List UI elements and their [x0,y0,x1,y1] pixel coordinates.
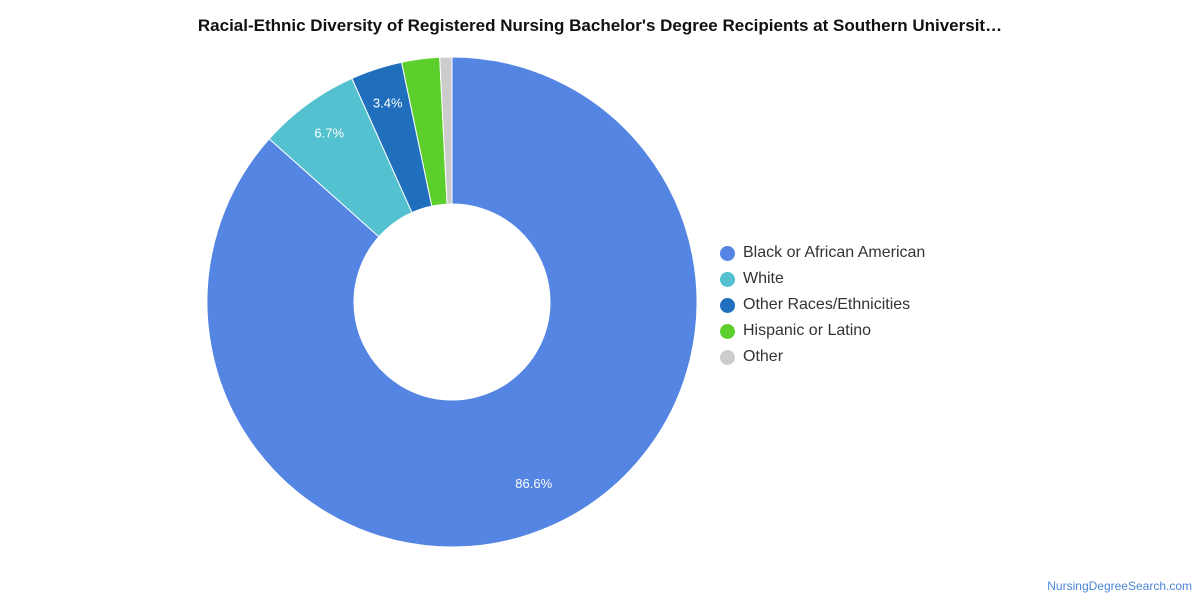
legend-label: Hispanic or Latino [743,322,872,339]
legend-label: White [743,270,784,287]
slice-label: 86.6% [515,476,552,491]
slice-label: 3.4% [373,96,403,111]
slice-black-or-african-american[interactable] [206,56,698,548]
legend-swatch [720,297,735,313]
legend-item[interactable]: White [720,266,925,292]
slice-other[interactable] [439,56,453,205]
legend-swatch [720,323,735,339]
legend-swatch [720,245,735,261]
legend-item[interactable]: Hispanic or Latino [720,318,925,344]
legend-item[interactable]: Other [720,344,925,370]
legend-label: Other Races/Ethnicities [743,296,911,313]
legend-swatch [720,271,735,287]
legend-swatch [720,349,735,365]
legend-item[interactable]: Black or African American [720,240,925,266]
chart-title: Racial-Ethnic Diversity of Registered Nu… [197,16,1003,35]
slice-label: 6.7% [314,126,344,141]
source-link[interactable]: NursingDegreeSearch.com [1047,579,1192,593]
chart-legend: Black or African American White Other Race… [720,240,925,370]
legend-label: Black or African American [743,244,926,261]
legend-item[interactable]: Other Races/Ethnicities [720,292,925,318]
legend-label: Other [743,348,784,365]
